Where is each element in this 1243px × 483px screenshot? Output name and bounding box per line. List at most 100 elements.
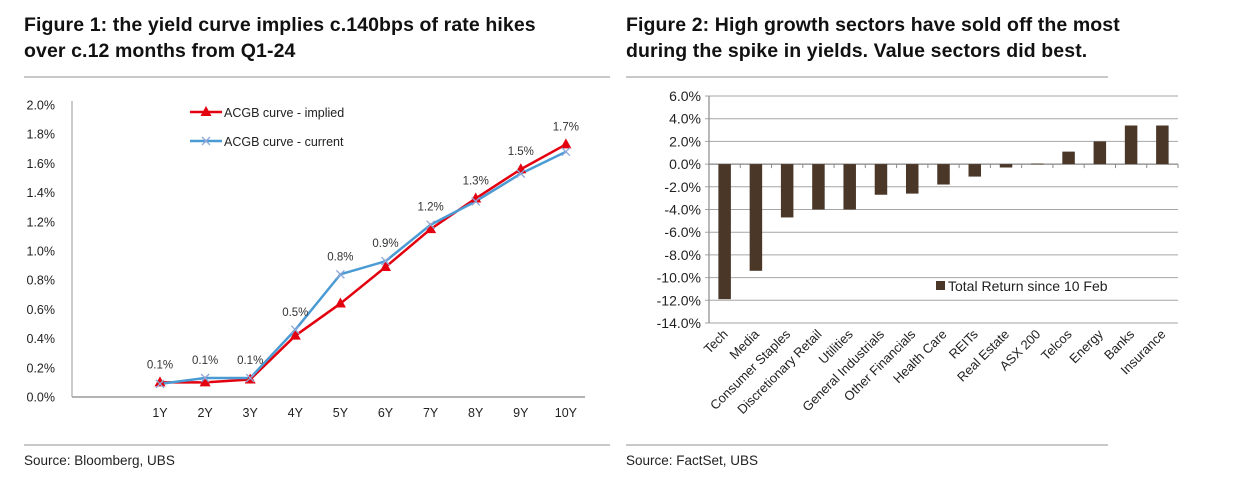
legend-current-x-icon: [201, 136, 211, 146]
x-tick-label: 8Y: [468, 406, 484, 420]
series-line-acgb-curve-current: [159, 150, 567, 386]
current-x-marker: [200, 373, 210, 383]
current-x-marker-stroke: [381, 256, 390, 266]
figure-1-bottom-divider: [24, 444, 610, 446]
implied-triangle-marker: [289, 329, 301, 340]
y-tick-label: -8.0%: [664, 247, 701, 263]
data-label: 1.7%: [553, 121, 579, 133]
y-tick-label: 0.2%: [27, 361, 56, 375]
legend-implied-triangle-icon: [200, 106, 212, 116]
implied-triangle-marker: [154, 376, 166, 387]
implied-triangle-marker: [425, 223, 437, 234]
current-x-marker: [426, 220, 436, 230]
x-tick-label: 2Y: [197, 406, 213, 420]
y-tick-label: 0.0%: [669, 156, 701, 172]
x-tick-label: 6Y: [378, 406, 394, 420]
x-tick-label: 10Y: [555, 406, 578, 420]
figure-1-title-line-2: over c.12 months from Q1-24: [24, 40, 296, 62]
bar-banks: [1124, 125, 1138, 165]
current-x-marker-stroke: [516, 169, 526, 179]
y-tick-label: 0.0%: [27, 391, 56, 405]
figure-2-title-line-1: Figure 2: High growth sectors have sold …: [626, 14, 1120, 36]
figure-2-source: Source: FactSet, UBS: [626, 453, 759, 468]
figure-2-panel: Figure 2: High growth sectors have sold …: [620, 0, 1243, 483]
data-label: 0.1%: [147, 359, 173, 371]
current-x-marker: [561, 147, 571, 157]
y-tick-label: 6.0%: [669, 88, 701, 104]
data-label: 0.1%: [237, 355, 263, 367]
y-tick-label: 2.0%: [669, 133, 701, 149]
y-tick-label: 4.0%: [669, 111, 701, 127]
current-x-marker-stroke: [155, 379, 165, 389]
figure-2-top-divider: [626, 76, 1108, 78]
current-x-marker-stroke: [426, 220, 436, 230]
y-tick-label: 1.4%: [27, 186, 56, 200]
y-tick-label: 0.8%: [27, 274, 56, 288]
y-tick-label: -6.0%: [664, 224, 701, 240]
legend: ACGB curve - implied ACGB curve - current: [190, 106, 344, 149]
data-label: 0.5%: [282, 307, 308, 319]
current-x-marker-stroke: [290, 325, 300, 335]
implied-triangle-marker: [334, 297, 346, 308]
bar-other-financials: [905, 164, 919, 194]
implied-triangle-marker: [470, 192, 482, 203]
current-x-marker: [516, 169, 526, 179]
bar-energy: [1093, 141, 1107, 165]
figure-1-top-divider: [24, 76, 610, 78]
current-x-marker-stroke: [335, 269, 345, 279]
figure-2-title-line-2: during the spike in yields. Value sector…: [626, 40, 1088, 62]
figure-2-bottom-divider: [626, 444, 1108, 446]
bar-consumer-staples: [780, 164, 794, 218]
bar-media: [749, 164, 763, 271]
current-x-marker-stroke: [245, 373, 255, 383]
figure-2-title: Figure 2: High growth sectors have sold …: [626, 12, 1120, 64]
x-tick-label: 3Y: [243, 406, 259, 420]
legend-label: Total Return since 10 Feb: [948, 278, 1108, 294]
legend-implied-label: ACGB curve - implied: [224, 106, 344, 120]
series-line-acgb-curve-implied: [160, 143, 567, 384]
current-x-marker-stroke: [471, 196, 481, 206]
bar-general-industrials: [874, 164, 888, 195]
y-tick-label: 2.0%: [27, 99, 56, 113]
y-tick-label: -10.0%: [657, 270, 701, 286]
implied-triangle-marker: [560, 138, 572, 149]
data-label: 1.2%: [417, 202, 443, 214]
data-label: 0.1%: [192, 355, 218, 367]
x-tick-label: 1Y: [152, 406, 168, 420]
legend-current-label: ACGB curve - current: [224, 135, 344, 149]
y-tick-label: 1.6%: [27, 157, 56, 171]
figure-1-line-chart: 0.0% 0.2% 0.4% 0.6% 0.8% 1.0% 1.2% 1.4% 1.6% 1.8%…: [27, 99, 585, 420]
current-x-marker-stroke: [561, 147, 571, 157]
current-x-marker: [381, 256, 390, 266]
current-x-marker: [290, 325, 300, 335]
y-tick-label: 0.6%: [27, 303, 56, 317]
y-tick-label: 1.2%: [27, 215, 56, 229]
figure-1-title: Figure 1: the yield curve implies c.140b…: [24, 12, 536, 64]
implied-triangle-marker: [380, 261, 391, 272]
x-tick-label: 9Y: [513, 406, 529, 420]
data-label: 0.9%: [372, 238, 398, 250]
current-x-marker: [245, 373, 255, 383]
bar-discretionary-retail: [812, 164, 825, 210]
data-label: 1.5%: [508, 146, 534, 158]
y-tick-label: -12.0%: [657, 292, 701, 308]
bar-asx-200: [1031, 163, 1044, 165]
bar-health-care: [937, 164, 950, 185]
legend: Total Return since 10 Feb: [936, 278, 1108, 294]
figure-1-source: Source: Bloomberg, UBS: [24, 453, 175, 468]
x-tick-label: 7Y: [423, 406, 439, 420]
bar-real-estate: [999, 164, 1013, 168]
figure-1-title-line-1: Figure 1: the yield curve implies c.140b…: [24, 14, 536, 36]
bar-reits: [968, 164, 982, 177]
implied-triangle-marker: [199, 376, 211, 387]
x-tick-label: 4Y: [288, 406, 304, 420]
data-label: 1.3%: [463, 175, 489, 187]
bar-utilities: [843, 164, 856, 210]
y-tick-label: 0.4%: [27, 332, 56, 346]
bar-insurance: [1156, 125, 1169, 165]
figure-2-bar-chart: 6.0% 4.0% 2.0% 0.0% -2.0% -4.0% -6.0% -8.0% -10.…: [657, 88, 1179, 417]
current-x-marker-stroke: [200, 373, 210, 383]
y-tick-label: 1.0%: [27, 245, 56, 259]
bar-tech: [718, 164, 731, 300]
x-tick-label: 5Y: [333, 406, 349, 420]
